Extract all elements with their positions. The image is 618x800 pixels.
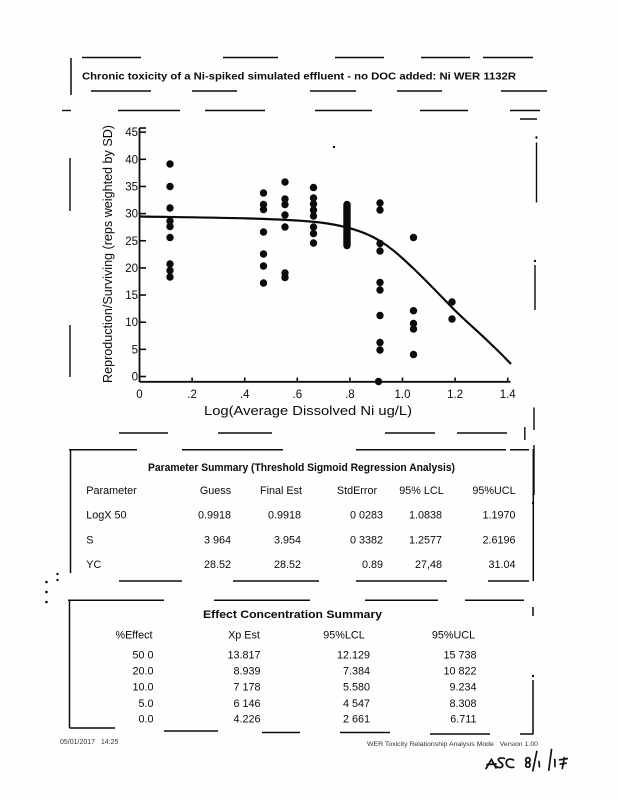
- svg-text:8.308: 8.308: [449, 698, 476, 710]
- svg-text:10.0: 10.0: [132, 682, 153, 694]
- svg-text:1.4: 1.4: [500, 389, 517, 401]
- svg-text:27,48: 27,48: [415, 559, 442, 571]
- svg-text:Log(Average Dissolved Ni ug/L): Log(Average Dissolved Ni ug/L): [204, 404, 412, 418]
- svg-text:.8: .8: [345, 389, 355, 401]
- svg-text:0 3382: 0 3382: [350, 535, 383, 547]
- svg-text:31.04: 31.04: [488, 559, 515, 571]
- svg-text:50 0: 50 0: [132, 649, 153, 661]
- svg-text:35: 35: [125, 181, 138, 193]
- svg-text:95% LCL: 95% LCL: [399, 485, 443, 497]
- svg-text:YC: YC: [86, 559, 101, 571]
- svg-text:7.384: 7.384: [343, 665, 370, 677]
- svg-text:%Effect: %Effect: [115, 630, 152, 642]
- svg-text:95%LCL: 95%LCL: [323, 630, 364, 642]
- svg-text:0.89: 0.89: [362, 559, 383, 571]
- svg-text:7 178: 7 178: [233, 682, 260, 694]
- svg-text:Final Est: Final Est: [260, 485, 302, 497]
- svg-text:25: 25: [125, 236, 138, 248]
- svg-text:0.9918: 0.9918: [198, 510, 231, 522]
- svg-text:10: 10: [125, 317, 138, 329]
- svg-text:15 738: 15 738: [443, 649, 476, 661]
- svg-text:0: 0: [136, 389, 142, 401]
- svg-text:StdError: StdError: [337, 485, 378, 497]
- svg-text:3.954: 3.954: [274, 535, 301, 547]
- svg-text:.6: .6: [293, 389, 303, 401]
- svg-text:15: 15: [125, 290, 138, 302]
- svg-text:28.52: 28.52: [204, 559, 231, 571]
- svg-text:.2: .2: [187, 389, 197, 401]
- svg-text:8.939: 8.939: [233, 665, 260, 677]
- svg-text:0 0283: 0 0283: [350, 510, 383, 522]
- svg-text:0.9918: 0.9918: [268, 510, 301, 522]
- svg-text:28.52: 28.52: [274, 559, 301, 571]
- svg-text:5.0: 5.0: [138, 698, 153, 710]
- svg-text:4.226: 4.226: [233, 714, 260, 726]
- svg-text:40: 40: [125, 154, 138, 166]
- svg-text:S: S: [86, 535, 93, 547]
- svg-text:Guess: Guess: [200, 485, 232, 497]
- svg-text:4 547: 4 547: [343, 698, 370, 710]
- svg-text:30: 30: [125, 209, 138, 221]
- svg-text:LogX 50: LogX 50: [86, 510, 126, 522]
- svg-text:95%UCL: 95%UCL: [472, 485, 515, 497]
- svg-text:20.0: 20.0: [132, 665, 153, 677]
- svg-text:Parameter Summary (Threshold S: Parameter Summary (Threshold Sigmoid Reg…: [148, 462, 455, 474]
- svg-text:Reproduction/Surviving (reps w: Reproduction/Surviving (reps weighted by…: [101, 125, 115, 383]
- svg-text:95%UCL: 95%UCL: [432, 630, 475, 642]
- svg-text:3 964: 3 964: [204, 535, 231, 547]
- svg-text:0.0: 0.0: [138, 714, 153, 726]
- svg-text:Parameter: Parameter: [86, 485, 137, 497]
- svg-text:10 822: 10 822: [443, 665, 476, 677]
- svg-text:1.0838: 1.0838: [409, 510, 442, 522]
- svg-text:13.817: 13.817: [227, 649, 260, 661]
- svg-text:6.711: 6.711: [450, 714, 476, 726]
- svg-text:12.129: 12.129: [337, 649, 370, 661]
- svg-text:20: 20: [125, 263, 138, 275]
- svg-text:.4: .4: [240, 389, 250, 401]
- svg-text:45: 45: [125, 127, 138, 139]
- svg-text:5: 5: [132, 344, 138, 356]
- svg-text:6 146: 6 146: [233, 698, 260, 710]
- svg-text:Effect Concentration Summary: Effect Concentration Summary: [203, 609, 382, 621]
- svg-text:Xp Est: Xp Est: [228, 630, 260, 642]
- svg-text:1.2577: 1.2577: [409, 535, 442, 547]
- svg-text:Chronic toxicity of a Ni-spike: Chronic toxicity of a Ni-spiked simulate…: [82, 71, 516, 83]
- svg-text:1.2: 1.2: [447, 389, 463, 401]
- svg-text:1.1970: 1.1970: [482, 510, 515, 522]
- svg-text:2.6196: 2.6196: [482, 535, 515, 547]
- svg-text:0: 0: [132, 372, 138, 384]
- svg-text:1.0: 1.0: [395, 389, 411, 401]
- svg-text:05/01/2017 14:25: 05/01/2017 14:25: [60, 739, 118, 746]
- svg-text:9.234: 9.234: [449, 682, 476, 694]
- svg-text:WER Toxicity Relationship Anal: WER Toxicity Relationship Analysis Mode …: [367, 741, 538, 748]
- svg-text:5.580: 5.580: [343, 682, 370, 694]
- svg-text:2 661: 2 661: [343, 714, 370, 726]
